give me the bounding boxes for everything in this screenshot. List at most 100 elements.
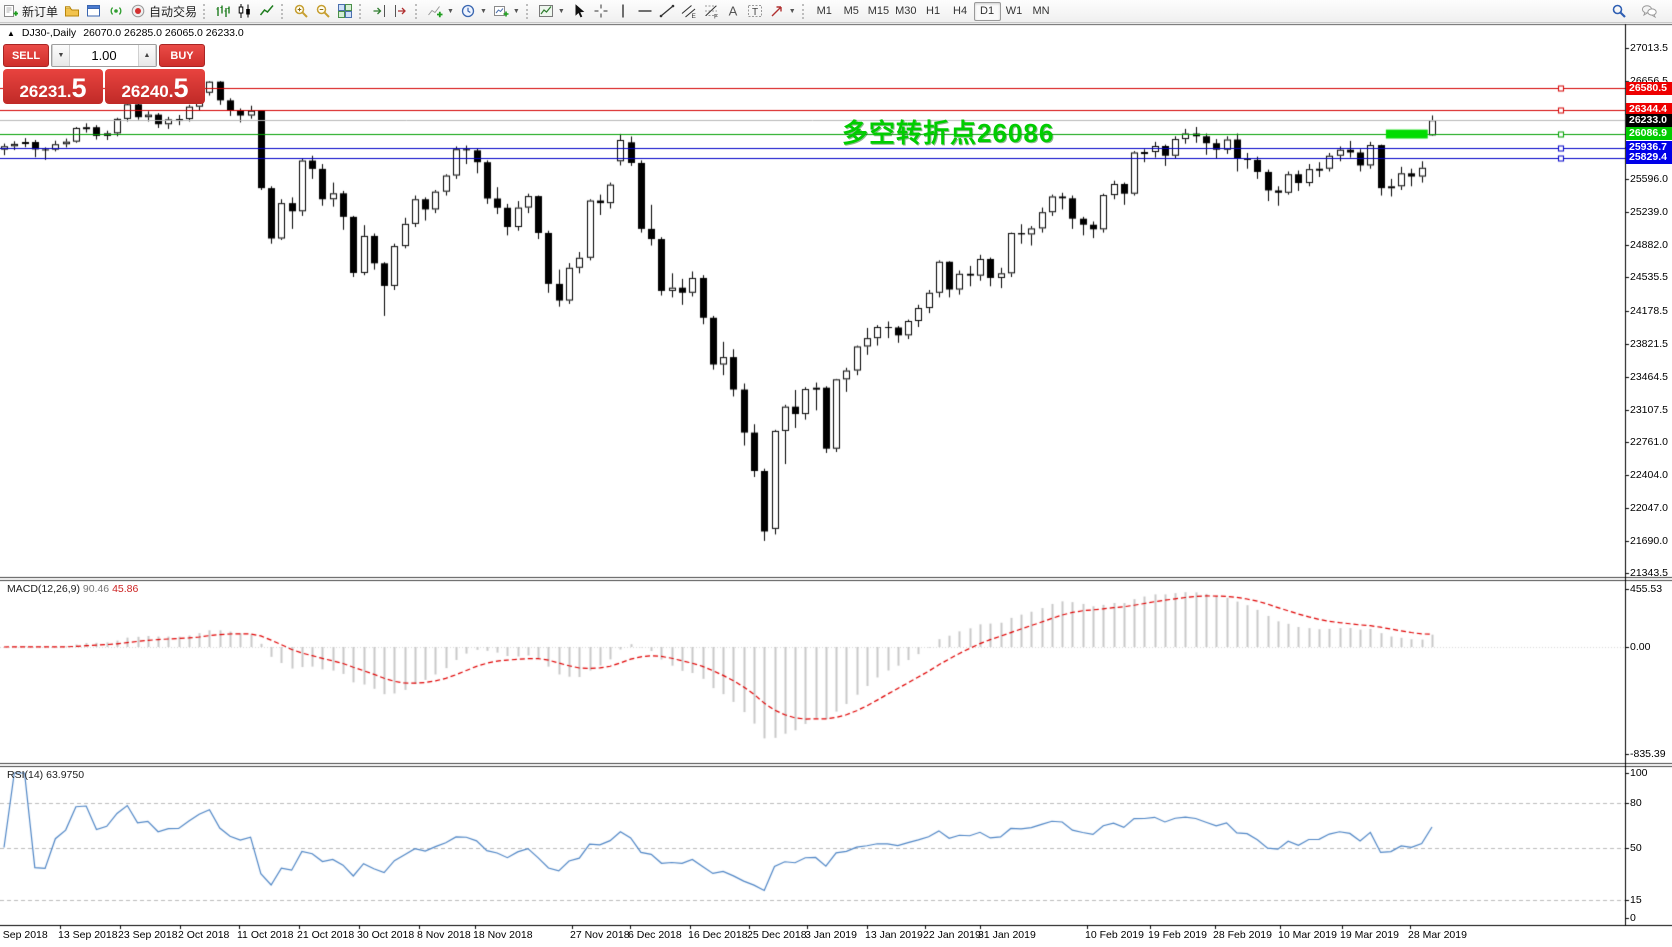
toolbar-button-crosshair[interactable] — [590, 1, 612, 21]
toolbar-button-candlestick-chart[interactable] — [234, 1, 256, 21]
new-chart-icon — [538, 3, 554, 19]
toolbar-button-autotrading[interactable]: 自动交易 — [127, 1, 200, 21]
cursor-icon — [571, 3, 587, 19]
toolbar-button-equidistant-channel[interactable]: E — [678, 1, 700, 21]
sell-price[interactable]: 26231. 5 — [3, 69, 103, 104]
toolbar-button-arrow-objects[interactable]: ▼ — [766, 1, 799, 21]
price-axis-tick: 25596.0 — [1630, 173, 1668, 186]
zoom-in-icon — [293, 3, 309, 19]
timeframe-button-m1[interactable]: M1 — [811, 2, 838, 21]
timeframe-button-d1[interactable]: D1 — [973, 1, 1001, 21]
volume-decrease-button[interactable]: ▼ — [52, 45, 70, 66]
collapse-chart-icon[interactable]: ▲ — [7, 28, 15, 38]
date-axis-label: 28 Mar 2019 — [1408, 929, 1467, 941]
timeframe-button-h4[interactable]: H4 — [947, 2, 974, 21]
new-order-icon — [3, 3, 19, 19]
price-axis-tick: 23107.5 — [1630, 403, 1668, 416]
dropdown-arrow-icon: ▼ — [479, 7, 487, 15]
toolbar-button-zoom-out[interactable] — [312, 1, 334, 21]
toolbar-button-bar-chart[interactable] — [212, 1, 234, 21]
rsi-axis-tick: 80 — [1630, 796, 1642, 809]
buy-button[interactable]: BUY — [159, 44, 205, 67]
volume-input[interactable] — [70, 45, 138, 66]
toolbar-button-horizontal-line[interactable] — [634, 1, 656, 21]
toolbar-button-search[interactable] — [1608, 1, 1630, 21]
toolbar-button-line-chart[interactable] — [256, 1, 278, 21]
timeframe-button-h1[interactable]: H1 — [920, 2, 947, 21]
horizontal-line-icon — [637, 3, 653, 19]
price-axis-tick: 22047.0 — [1630, 501, 1668, 514]
toolbar-button-new-chart[interactable]: ▼ — [535, 1, 568, 21]
toolbar-group-standard: 新订单 自动交易 — [0, 0, 200, 22]
timeframe-button-m15[interactable]: M15 — [865, 2, 892, 21]
level-price-label: 26580.5 — [1626, 81, 1672, 95]
date-axis-label: 19 Mar 2019 — [1340, 929, 1399, 941]
toolbar-button-fibonacci[interactable]: F — [700, 1, 722, 21]
dropdown-arrow-icon: ▼ — [512, 7, 520, 15]
sell-button[interactable]: SELL — [3, 44, 49, 67]
date-axis-label: 30 Oct 2018 — [357, 929, 415, 941]
buy-price[interactable]: 26240. 5 — [105, 69, 205, 104]
profiles-icon — [64, 3, 80, 19]
toolbar-button-templates[interactable]: ▼ — [490, 1, 523, 21]
current-price-label: 26233.0 — [1626, 113, 1672, 127]
price-axis-tick: 24535.5 — [1630, 271, 1668, 284]
rsi-axis-tick: 50 — [1630, 841, 1642, 854]
toolbar-button-text-label[interactable]: T — [744, 1, 766, 21]
toolbar-button-new-order[interactable]: 新订单 — [0, 1, 61, 21]
toolbar-group-timeframes: M1 M5 M15 M30 H1 H4 D1 W1 MN — [799, 0, 1055, 22]
line-chart-icon — [259, 3, 275, 19]
toolbar-button-signals[interactable] — [105, 1, 127, 21]
toolbar-button-chart-shift[interactable] — [368, 1, 390, 21]
periods-icon — [460, 3, 476, 19]
price-axis-tick: 25239.0 — [1630, 206, 1668, 219]
macd-axis-tick: 0.00 — [1630, 641, 1651, 653]
toolbar-button-profiles[interactable] — [61, 1, 83, 21]
date-axis-label: 31 Jan 2019 — [978, 929, 1036, 941]
arrow-objects-icon — [769, 3, 785, 19]
chat-icon — [1641, 3, 1657, 19]
timeframe-button-m5[interactable]: M5 — [838, 2, 865, 21]
price-axis-tick: 23821.5 — [1630, 337, 1668, 350]
date-axis-label: 6 Dec 2018 — [628, 929, 682, 941]
date-axis-label: 27 Nov 2018 — [570, 929, 630, 941]
rsi-axis-tick: 100 — [1630, 767, 1648, 779]
toolbar-button-text[interactable]: A — [722, 1, 744, 21]
rsi-indicator-label: RSI(14) 63.9750 — [7, 769, 85, 781]
timeframe-button-mn[interactable]: MN — [1028, 2, 1055, 21]
chart-symbol-period: DJ30-,Daily — [21, 27, 77, 39]
toolbar-separator — [525, 3, 531, 19]
one-click-trading-panel: SELL ▼ ▲ BUY 26231.5 26240.5 — [3, 44, 205, 104]
sell-price-pip: 5 — [71, 73, 87, 103]
toolbar-button-trendline[interactable] — [656, 1, 678, 21]
svg-text:F: F — [714, 14, 718, 20]
toolbar-button-cursor[interactable] — [568, 1, 590, 21]
level-price-label: 26086.9 — [1626, 127, 1672, 141]
date-axis-label: 13 Sep 2018 — [58, 929, 118, 941]
templates-icon — [493, 3, 509, 19]
buy-price-main: 26240 — [121, 82, 169, 101]
date-axis-label: 22 Jan 2019 — [923, 929, 981, 941]
price-axis-tick: 27013.5 — [1630, 42, 1668, 54]
toolbar-button-periods[interactable]: ▼ — [457, 1, 490, 21]
toolbar-button-market-watch[interactable] — [83, 1, 105, 21]
toolbar-button-chat[interactable] — [1638, 1, 1660, 21]
toolbar-button-tile-windows[interactable] — [334, 1, 356, 21]
toolbar-group-insert: ▼ ▼ ▼ — [412, 0, 523, 22]
toolbar-button-zoom-in[interactable] — [290, 1, 312, 21]
toolbar-button-auto-scroll[interactable] — [390, 1, 412, 21]
timeframe-button-w1[interactable]: W1 — [1001, 2, 1028, 21]
toolbar-group-right — [1608, 1, 1672, 21]
macd-axis-tick: -835.39 — [1630, 747, 1666, 760]
toolbar-button-indicators[interactable]: ▼ — [424, 1, 457, 21]
toolbar-button-vertical-line[interactable] — [612, 1, 634, 21]
timeframe-button-m30[interactable]: M30 — [892, 2, 919, 21]
sell-price-main: 26231 — [19, 82, 67, 101]
macd-axis-tick: 455.53 — [1630, 582, 1663, 595]
level-price-label: 25829.4 — [1626, 151, 1672, 165]
volume-increase-button[interactable]: ▲ — [138, 45, 156, 66]
date-axis-label: 18 Nov 2018 — [473, 929, 533, 941]
toolbar-group-scroll — [356, 0, 412, 22]
auto-scroll-icon — [393, 3, 409, 19]
